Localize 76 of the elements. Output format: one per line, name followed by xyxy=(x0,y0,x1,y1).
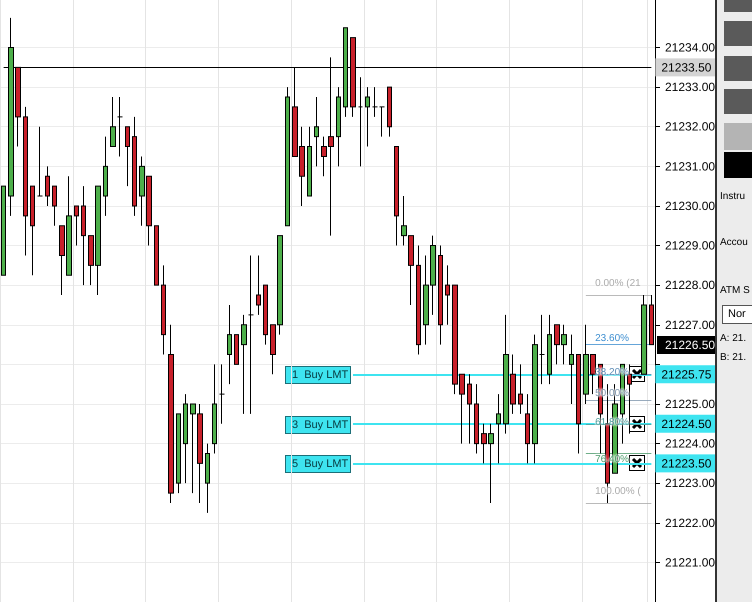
candlestick xyxy=(474,384,479,454)
candlestick xyxy=(314,96,319,167)
candlestick xyxy=(117,96,123,157)
candlestick xyxy=(30,186,35,276)
y-tick-label: 21230.00 xyxy=(665,198,716,213)
side-panel: Instru Accou ATM S Nor A: 21. B: 21. xyxy=(715,0,752,602)
candlestick xyxy=(234,334,239,365)
ref-line-label: 21233.50 xyxy=(661,60,712,74)
y-tick-label: 21227.00 xyxy=(665,318,716,332)
candlestick xyxy=(307,126,312,197)
candlestick xyxy=(372,86,378,118)
candlestick xyxy=(23,106,28,256)
candlestick xyxy=(641,294,647,375)
candlestick xyxy=(45,166,50,206)
y-tick-label: 21221.00 xyxy=(665,555,716,570)
y-tick-label: 21233.00 xyxy=(665,80,716,94)
candlestick xyxy=(518,364,523,414)
annotation: 61.80% xyxy=(595,416,630,428)
candlestick xyxy=(37,126,43,197)
candlestick xyxy=(103,136,108,216)
dropdown-field: Nor xyxy=(722,305,752,324)
candlestick xyxy=(227,304,232,385)
candlestick xyxy=(241,314,247,414)
candlestick xyxy=(74,205,79,246)
candlestick xyxy=(154,225,159,286)
candlestick xyxy=(81,186,86,286)
annotation: 3 Buy LMT xyxy=(284,416,351,434)
candlestick xyxy=(1,186,6,276)
candlestick xyxy=(358,76,363,167)
candlestick xyxy=(467,374,472,444)
candlestick xyxy=(219,364,225,424)
y-tick-label: 21222.00 xyxy=(665,516,716,530)
candlestick xyxy=(285,86,290,226)
candlestick xyxy=(256,254,261,316)
ref-line-label: 21224.50 xyxy=(661,416,712,431)
annotation: 5 Buy LMT xyxy=(284,455,351,474)
candlestick xyxy=(569,334,574,404)
candlestick xyxy=(438,245,443,346)
candlestick xyxy=(212,364,217,454)
candlestick xyxy=(205,443,210,514)
candlestick xyxy=(416,245,421,355)
y-tick-label: 21232.00 xyxy=(665,120,716,134)
candlestick xyxy=(132,116,137,216)
y-tick-label: 21223.00 xyxy=(665,476,716,490)
y-tick-label: 21231.00 xyxy=(665,159,716,174)
candlestick xyxy=(445,264,450,326)
annotation: 1 Buy LMT xyxy=(284,366,351,384)
candlestick xyxy=(52,186,57,226)
candlestick xyxy=(183,394,188,484)
candlestick xyxy=(496,394,501,464)
y-tick-label: 21224.00 xyxy=(665,436,716,451)
candlestick xyxy=(394,146,399,246)
y-tick-label: 21229.00 xyxy=(665,238,716,253)
ref-line-label: 21223.50 xyxy=(661,456,712,470)
annotation: 23.60% xyxy=(595,332,630,344)
text: 21226.50 xyxy=(657,336,716,354)
candlestick xyxy=(263,284,268,346)
candlestick xyxy=(387,86,392,138)
candlestick xyxy=(125,126,130,187)
y-tick-label: 21234.00 xyxy=(665,40,716,55)
candlestick xyxy=(168,324,174,504)
candlestick xyxy=(525,394,530,464)
candlestick xyxy=(248,254,254,414)
candlestick xyxy=(110,96,116,148)
annotation: 38.20% xyxy=(595,367,630,378)
candlestick xyxy=(176,413,181,494)
candlestick xyxy=(161,264,166,355)
ref-line-label: 21225.75 xyxy=(661,367,712,382)
y-tick-label: 21228.00 xyxy=(665,278,716,292)
annotation: 0.00% (21 xyxy=(595,278,641,290)
candlestick xyxy=(547,314,552,385)
candlestick xyxy=(379,106,385,138)
candlestick xyxy=(576,354,581,454)
candlestick xyxy=(336,86,341,167)
candlestick xyxy=(365,86,370,148)
y-tick-label: 21225.00 xyxy=(665,396,716,411)
